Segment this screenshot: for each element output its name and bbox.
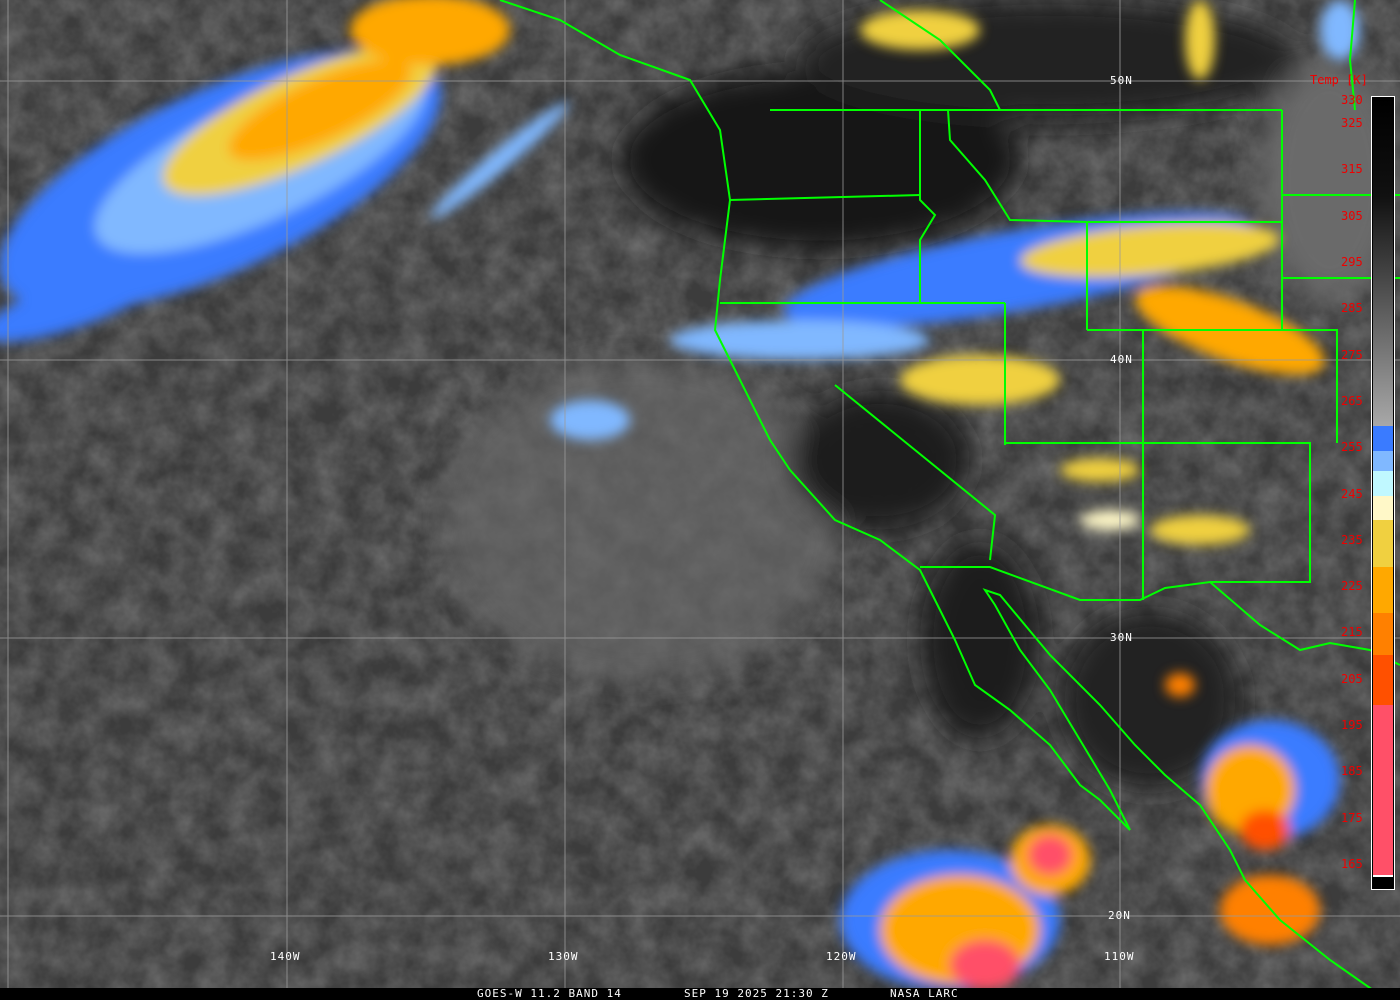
colorbar-tick-label: 205 [1341,671,1363,686]
colorbar-tick-label: 235 [1341,532,1363,547]
colorbar-tick-label: 175 [1341,810,1363,825]
colorbar-yellow-segment [1373,520,1393,567]
colorbar-tick-label: 330 [1341,93,1363,107]
colorbar-white-segment [1373,875,1393,877]
colorbar-tick-label: 305 [1341,208,1363,223]
colorbar-tick-label: 245 [1341,486,1363,501]
colorbar-tick-label: 325 [1341,116,1363,131]
lat-label-20n: 20N [1108,909,1131,922]
colorbar-darkorange-segment [1373,613,1393,655]
colorbar-tick-label: 275 [1341,347,1363,362]
colorbar-tick-label: 225 [1341,579,1363,594]
image-caption: GOES-W 11.2 BAND 14 SEP 19 2025 21:30 Z … [0,988,1400,1000]
lon-label-130w: 130W [548,950,579,963]
colorbar-cream-segment [1373,496,1393,520]
lon-label-110w: 110W [1104,950,1135,963]
colorbar-redorange-segment [1373,655,1393,705]
colorbar-tick-label: 285 [1341,301,1363,316]
colorbar-tick-label: 215 [1341,625,1363,640]
colorbar-tick-label: 255 [1341,440,1363,455]
caption-datetime: SEP 19 2025 21:30 Z [684,987,829,1000]
colorbar-title: Temp [K] [1310,73,1368,87]
colorbar-orange-segment [1373,567,1393,613]
west-coastline [499,0,1381,996]
state-borders [729,194,921,201]
caption-credit: NASA LARC [890,987,959,1000]
lon-label-120w: 120W [826,950,857,963]
caption-product: GOES-W 11.2 BAND 14 [477,987,622,1000]
colorbar-tick-label: 295 [1341,255,1363,270]
colorbar-black-segment [1373,877,1393,889]
colorbar-tick-label: 265 [1341,393,1363,408]
colorbar-blue-segment [1373,426,1393,451]
colorbar-tick-label: 195 [1341,718,1363,733]
lat-label-30n: 30N [1110,631,1133,644]
lon-label-140w: 140W [270,950,301,963]
colorbar-tick-label: 185 [1341,764,1363,779]
colorbar-tick-label: 165 [1341,856,1363,871]
colorbar-lightblue-segment [1373,451,1393,471]
lat-label-50n: 50N [1110,74,1133,87]
colorbar-pink-segment [1373,705,1393,875]
temperature-colorbar [1371,96,1395,890]
colorbar-tick-label: 315 [1341,162,1363,177]
colorbar-gray-segment [1373,98,1393,426]
colorbar-cyan-segment [1373,471,1393,496]
lat-label-40n: 40N [1110,353,1133,366]
